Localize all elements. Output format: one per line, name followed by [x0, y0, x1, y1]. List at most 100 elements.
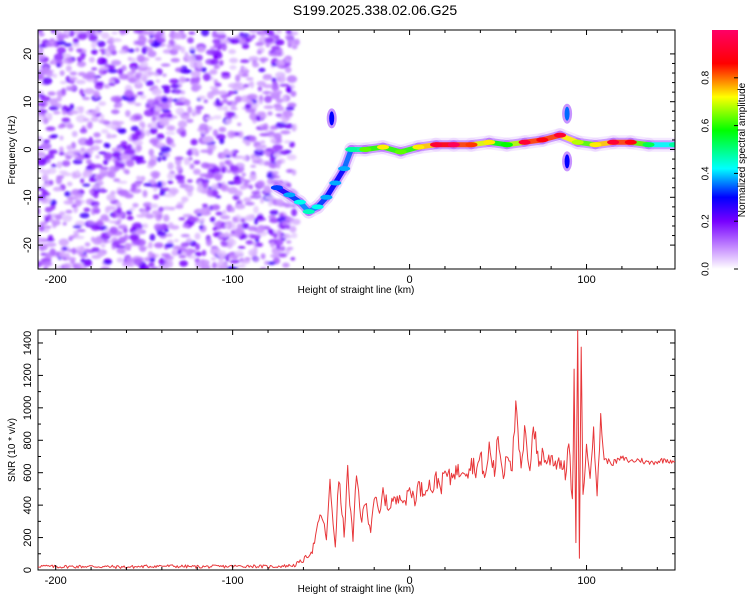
noise-blob	[85, 159, 92, 165]
noise-blob	[227, 90, 236, 95]
noise-blob	[95, 81, 104, 87]
noise-blob	[71, 189, 80, 195]
ridge-point	[270, 185, 283, 191]
noise-blob	[269, 209, 279, 216]
noise-blob	[189, 240, 197, 247]
ridge-point	[669, 142, 675, 148]
noise-blob	[249, 80, 255, 89]
noise-blob	[150, 120, 158, 129]
noise-blob	[218, 264, 228, 269]
noise-blob	[50, 163, 57, 168]
noise-blob	[239, 59, 250, 64]
ridge-point	[293, 199, 306, 205]
noise-blob	[234, 250, 244, 257]
noise-blob	[66, 123, 74, 129]
noise-blob	[114, 212, 125, 218]
noise-blob	[99, 113, 105, 120]
noise-blob	[286, 240, 292, 244]
noise-blob	[180, 234, 190, 238]
noise-blob	[284, 66, 292, 74]
noise-blob	[242, 155, 248, 161]
noise-blob	[232, 152, 237, 157]
noise-blob	[287, 102, 297, 108]
noise-blob	[214, 82, 222, 87]
noise-blob	[275, 59, 286, 67]
noise-blob	[115, 201, 122, 208]
noise-blob	[118, 189, 130, 197]
noise-blob	[215, 211, 223, 216]
noise-blob	[256, 180, 266, 188]
noise-blob	[252, 159, 261, 164]
noise-blob	[209, 216, 216, 223]
noise-blob	[276, 75, 286, 84]
noise-blob	[216, 33, 227, 40]
noise-blob	[128, 77, 137, 84]
ridge-point	[571, 139, 584, 145]
noise-blob	[83, 152, 90, 159]
noise-blob	[163, 255, 174, 261]
noise-blob	[142, 76, 147, 83]
noise-blob	[65, 108, 72, 113]
noise-blob	[110, 95, 120, 103]
noise-blob	[108, 69, 118, 74]
noise-blob	[249, 195, 256, 199]
noise-blob	[109, 226, 118, 234]
noise-blob	[247, 225, 258, 232]
noise-blob	[38, 109, 48, 114]
noise-blob	[272, 144, 284, 151]
noise-blob	[38, 207, 41, 216]
snr-series-line	[38, 330, 675, 569]
noise-blob	[279, 83, 290, 87]
noise-blob	[38, 30, 44, 33]
noise-blob	[88, 56, 95, 63]
noise-blob	[118, 49, 127, 55]
x-tick-label: 100	[577, 274, 595, 286]
noise-blob	[236, 264, 246, 268]
noise-blob	[275, 122, 286, 129]
noise-blob	[216, 102, 223, 107]
noise-blob	[137, 91, 144, 96]
noise-blob	[221, 43, 227, 51]
noise-blob	[260, 59, 266, 64]
noise-blob	[150, 178, 156, 186]
noise-blob	[42, 198, 49, 202]
y-tick-label: 600	[22, 464, 34, 482]
noise-blob	[82, 170, 93, 178]
noise-blob	[79, 88, 84, 95]
noise-blob	[78, 138, 88, 145]
noise-blob	[147, 38, 155, 44]
noise-blob	[185, 248, 194, 256]
noise-blob	[211, 204, 221, 211]
noise-blob	[254, 217, 259, 225]
noise-blob	[228, 233, 235, 238]
noise-blob	[212, 227, 217, 231]
noise-blob	[43, 229, 50, 233]
noise-blob	[86, 121, 93, 130]
noise-blob	[253, 205, 259, 214]
noise-blob	[55, 214, 63, 220]
snr-ylabel: SNR (10 * v/v)	[7, 418, 18, 482]
noise-blob	[71, 247, 77, 255]
noise-blob	[64, 252, 71, 259]
noise-blob	[249, 173, 257, 182]
ridge-point	[589, 142, 602, 148]
noise-blob	[74, 266, 82, 269]
noise-blob	[274, 238, 284, 246]
noise-blob	[219, 138, 225, 145]
noise-blob	[93, 90, 100, 99]
x-tick-label: -200	[45, 575, 67, 587]
noise-blob	[149, 257, 156, 263]
noise-blob	[242, 83, 250, 88]
noise-blob	[158, 214, 162, 219]
noise-blob	[271, 175, 281, 179]
noise-blob	[132, 203, 139, 208]
noise-blob	[77, 32, 88, 40]
noise-blob	[39, 221, 48, 226]
noise-blob	[117, 128, 127, 135]
noise-blob	[231, 101, 237, 109]
noise-blob	[207, 188, 214, 196]
noise-blob	[58, 238, 69, 247]
noise-blob	[283, 110, 293, 118]
noise-blob	[49, 199, 57, 206]
noise-blob	[280, 130, 291, 135]
